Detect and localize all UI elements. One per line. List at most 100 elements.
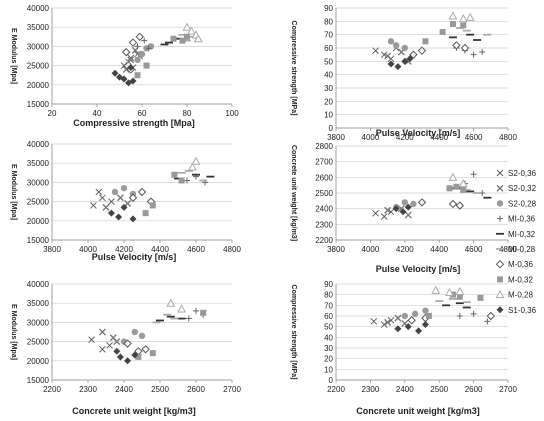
legend-label: MI-0,28 [508,245,536,254]
data-point [446,185,453,192]
data-point [453,183,460,190]
data-point [107,209,115,217]
x-tick-label: 20 [48,109,57,118]
data-point [456,313,463,319]
data-point [380,321,388,328]
data-point [421,321,429,329]
data-point [99,345,106,353]
data-point [124,357,132,365]
x-tick-label: 2300 [362,385,380,394]
legend-label: S1-0,36 [508,306,537,315]
data-point [439,29,446,35]
x-axis-label: Concrete unit weight [kg/m3] [356,406,480,416]
y-tick-label: 2200 [315,236,333,245]
legend: S2-0,36 S2-0,32 S2-0,28 MI-0,36 MI-0,32 MI-0,… [495,169,537,315]
legend-marker [496,169,504,177]
data-point [404,203,412,211]
x-tick-label: 3800 [327,245,345,254]
y-tick-label: 80 [324,17,333,26]
legend-label: S2-0,32 [508,184,537,193]
data-point [99,194,106,202]
data-point [131,351,139,359]
data-point [410,200,417,208]
data-point [387,316,395,324]
data-point [387,60,395,68]
data-point [127,64,135,72]
data-point [113,347,121,355]
data-point [116,194,124,202]
data-point [141,345,150,354]
data-point [477,294,484,301]
data-point [470,171,477,178]
data-point [401,57,409,65]
y-axis-label: E Modulus [Mpa] [10,304,17,360]
data-point [149,202,156,209]
x-tick-label: 4200 [396,245,414,254]
x-tick-label: 2700 [223,385,241,394]
legend-label: MI-0,36 [508,215,536,224]
data-point [484,318,491,325]
data-point [135,32,144,42]
data-point [372,47,379,54]
x-tick-label: 2200 [327,385,345,394]
y-tick-label: 20000 [27,357,50,366]
data-point [392,205,400,213]
data-point [134,43,141,50]
y-tick-label: 2300 [315,220,333,229]
data-point [422,38,429,45]
x-tick-label: 4400 [151,245,169,254]
data-point [88,336,95,343]
x-tick-label: 4400 [430,245,448,254]
y-tick-label: 40000 [27,140,50,149]
chart-panel-4: 2200 2300 2400 2500 2600 2700 2800 3800 4000 4200… [290,142,517,274]
data-point [404,211,412,219]
data-point [129,215,137,223]
y-tick-label: 10 [324,111,333,120]
data-point [138,50,146,58]
x-tick-label: 2200 [43,385,61,394]
y-tick-label: 15000 [27,100,50,109]
data-point [401,199,408,206]
x-tick-label: 80 [183,109,192,118]
y-tick-label: 20000 [27,81,50,90]
x-tick-label: 4200 [396,133,414,142]
y-tick-label: 90 [324,4,333,13]
y-tick-label: 20000 [27,217,50,226]
data-point [143,62,150,69]
x-tick-label: 2300 [79,385,97,394]
x-tick-label: 4800 [499,245,517,254]
x-tick-label: 4200 [115,245,133,254]
legend-label: S2-0,28 [508,199,537,208]
data-point [486,311,496,321]
chart-panel-1: 15000 20000 25000 30000 35000 40000 20 40 60 80 10… [10,4,239,128]
x-tick-label: 4800 [499,133,517,142]
legend-marker [497,215,503,222]
data-point [102,203,110,211]
data-point [141,37,148,44]
data-point [137,187,147,197]
y-tick-label: 50 [324,57,333,66]
data-point [127,56,135,64]
x-tick-label: 40 [93,109,102,118]
legend-marker [495,289,505,299]
data-point [458,14,468,23]
y-axis-label: E Modulus [Mpa] [10,28,17,84]
y-tick-label: 90 [324,280,333,289]
data-point [191,156,201,165]
chart-panel-3: 15000 20000 25000 30000 35000 40000 3800 4000 42… [10,140,241,262]
legend-label: S2-0,36 [508,169,537,178]
data-point [116,353,124,361]
data-point [115,213,123,221]
y-tick-label: 80 [324,291,333,300]
data-point [445,287,454,297]
data-point [120,184,128,192]
data-point [187,162,197,171]
data-point [182,22,192,31]
data-point [384,52,392,60]
data-point [127,54,135,62]
x-tick-label: 4600 [187,245,205,254]
data-point [448,172,458,181]
y-tick-label: 2500 [315,189,333,198]
x-tick-label: 2400 [115,385,133,394]
data-point [406,55,414,63]
